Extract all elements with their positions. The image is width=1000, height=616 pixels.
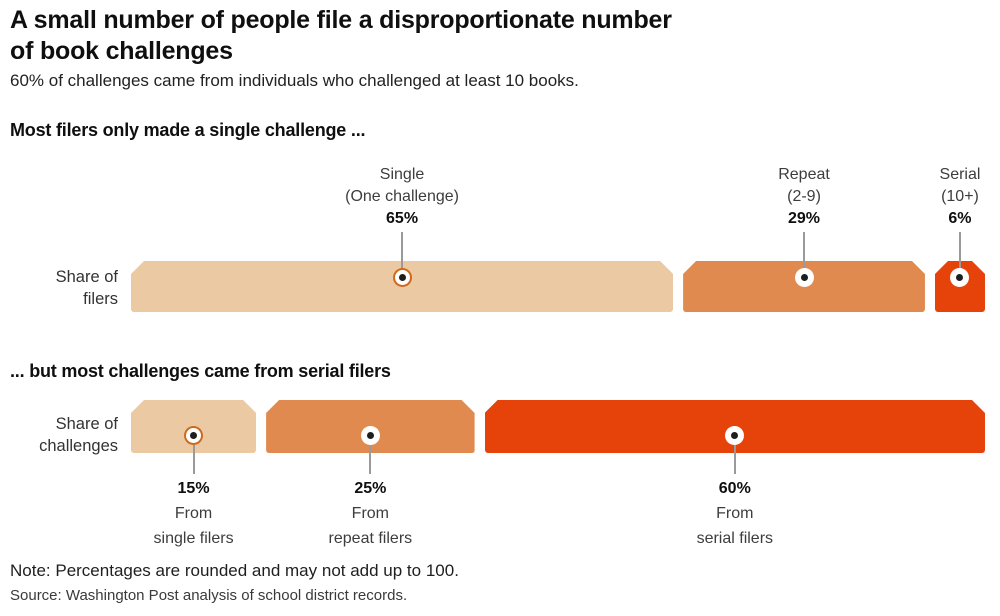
row-axis-label-line1: Share of xyxy=(55,415,118,433)
segment-percent: 25% xyxy=(354,480,387,497)
segment-label-serial: Serial (10+) 6% xyxy=(940,164,981,230)
tag-hole-marker xyxy=(184,425,204,445)
tag-hole-marker xyxy=(360,425,380,445)
segment-label-repeat: Repeat (2-9) 29% xyxy=(778,164,830,230)
segment-from: From xyxy=(351,505,389,522)
row-axis-label: Share of filers xyxy=(0,266,118,310)
segment-percent: 15% xyxy=(177,480,210,497)
segment-percent: 29% xyxy=(788,210,821,227)
segment-range: (2-9) xyxy=(787,188,821,205)
segment-from: From xyxy=(716,505,754,522)
page-title: A small number of people file a dispropo… xyxy=(10,5,672,67)
tag-hole-dot xyxy=(190,431,198,439)
tag-hole-inner xyxy=(952,269,968,285)
chart-note: Note: Percentages are rounded and may no… xyxy=(10,561,459,580)
section-heading-share-of-challenges: ... but most challenges came from serial… xyxy=(10,361,391,381)
page-title-line2: of book challenges xyxy=(10,37,233,65)
segment-range: (One challenge) xyxy=(345,188,459,205)
tag-string-line xyxy=(958,232,961,277)
segment-filer-type: single filers xyxy=(153,530,234,547)
share-of-challenges-chart: Share of challenges 15% From single filers 25… xyxy=(0,392,1000,560)
segment-percent: 6% xyxy=(948,210,972,227)
segment-range: (10+) xyxy=(941,188,979,205)
tag-hole-inner xyxy=(796,269,812,285)
row-axis-label-line2: challenges xyxy=(39,437,118,455)
segment-label-serial: 60% From serial filers xyxy=(697,476,773,551)
tag-hole-marker xyxy=(950,267,970,287)
tag-string-line xyxy=(803,232,806,277)
chart-source: Source: Washington Post analysis of scho… xyxy=(10,587,408,604)
tag-hole-inner xyxy=(394,269,410,285)
segment-label-single: 15% From single filers xyxy=(154,476,234,551)
segment-name: Serial xyxy=(939,166,981,183)
tag-hole-marker xyxy=(392,267,412,287)
segment-percent: 65% xyxy=(386,210,419,227)
tag-hole-dot xyxy=(366,431,374,439)
segment-percent: 60% xyxy=(718,480,751,497)
tag-string-line xyxy=(192,435,195,474)
tag-hole-inner xyxy=(727,427,743,443)
segment-label-single: Single (One challenge) 65% xyxy=(345,164,459,230)
tag-string-line xyxy=(369,435,372,474)
tag-hole-inner xyxy=(362,427,378,443)
tag-hole-marker xyxy=(725,425,745,445)
page-title-line1: A small number of people file a dispropo… xyxy=(10,6,672,34)
segment-name: Repeat xyxy=(778,166,830,183)
segment-name: Single xyxy=(379,166,425,183)
row-axis-label: Share of challenges xyxy=(0,413,118,457)
tag-hole-marker xyxy=(794,267,814,287)
segment-filer-type: repeat filers xyxy=(328,530,413,547)
tag-hole-dot xyxy=(731,431,739,439)
tag-hole-dot xyxy=(956,273,964,281)
row-axis-label-line2: filers xyxy=(83,290,118,308)
segment-label-repeat: 25% From repeat filers xyxy=(329,476,413,551)
chart-subtitle: 60% of challenges came from individuals … xyxy=(10,71,579,90)
tag-hole-dot xyxy=(800,273,808,281)
segment-from: From xyxy=(174,505,213,522)
tag-hole-inner xyxy=(186,427,202,443)
tag-string-line xyxy=(401,232,404,277)
segment-filer-type: serial filers xyxy=(696,530,774,547)
tag-hole-dot xyxy=(398,273,406,281)
row-axis-label-line1: Share of xyxy=(55,268,118,286)
tag-string-line xyxy=(733,435,736,474)
section-heading-share-of-filers: Most filers only made a single challenge… xyxy=(10,120,366,140)
share-of-filers-chart: Share of filers Single (One challenge) 65% Re… xyxy=(0,160,1000,332)
